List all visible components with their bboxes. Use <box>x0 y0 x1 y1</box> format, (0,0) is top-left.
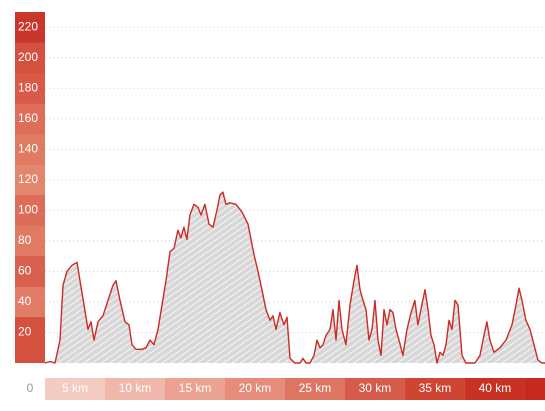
y-tick-label: 140 <box>18 142 38 156</box>
y-tick-band <box>15 317 45 348</box>
y-tick-band <box>15 73 45 104</box>
x-tick-label: 25 km <box>299 381 332 395</box>
y-tick-band <box>15 134 45 165</box>
x-tick-label: 0 <box>27 381 34 395</box>
y-tick-label: 120 <box>18 172 38 186</box>
y-tick-label: 180 <box>18 80 38 94</box>
x-tick-label: 5 km <box>62 381 88 395</box>
x-tick-band <box>164 378 225 400</box>
y-tick-band <box>15 286 45 318</box>
x-tick-label: 20 km <box>239 381 272 395</box>
x-tick-label: 30 km <box>359 381 392 395</box>
y-tick-band <box>15 256 45 287</box>
y-tick-band <box>15 42 45 74</box>
x-tick-label: 15 km <box>179 381 212 395</box>
x-tick-band <box>104 378 165 400</box>
elevation-line <box>44 191 545 364</box>
x-tick-band <box>464 378 525 400</box>
y-tick-label: 40 <box>18 294 32 308</box>
area-fill <box>45 192 545 363</box>
x-tick-label: 35 km <box>419 381 452 395</box>
x-tick-label: 10 km <box>119 381 152 395</box>
y-tick-band <box>15 195 45 226</box>
y-tick-band <box>15 225 45 257</box>
x-end-band <box>524 378 545 400</box>
y-tick-band <box>15 103 45 135</box>
x-tick-label: 40 km <box>479 381 512 395</box>
x-tick-band <box>404 378 465 400</box>
x-tick-band <box>45 378 105 400</box>
x-tick-band <box>284 378 345 400</box>
x-tick-band <box>224 378 285 400</box>
y-tick-label: 20 <box>18 325 32 339</box>
y-tick-label: 80 <box>18 233 32 247</box>
x-tick-band <box>344 378 405 400</box>
y-tick-label: 220 <box>18 19 38 33</box>
y-tick-label: 200 <box>18 50 38 64</box>
y-tick-band <box>15 12 45 43</box>
y-tick-label: 100 <box>18 203 38 217</box>
y-tick-band <box>15 164 45 196</box>
y-tick-label: 160 <box>18 111 38 125</box>
y-tick-label: 60 <box>18 264 32 278</box>
